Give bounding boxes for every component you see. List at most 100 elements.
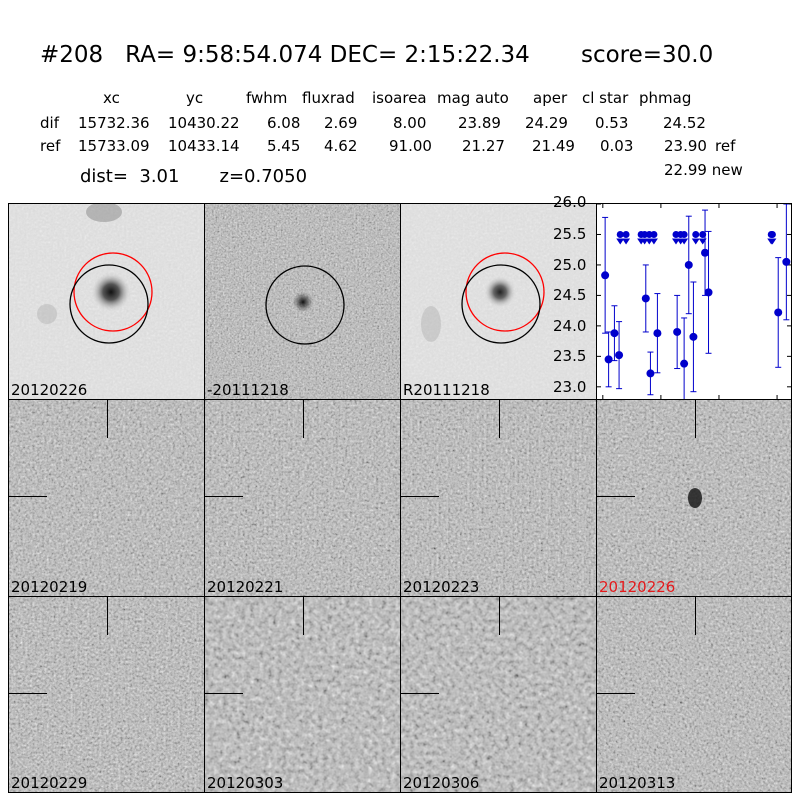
panel-label: 20120221: [207, 578, 284, 596]
stamp-image: [9, 597, 204, 792]
stamp-epoch: 20120306: [400, 596, 597, 793]
stamp-image: [9, 400, 204, 596]
y-tick-label: 24.5: [553, 286, 587, 305]
data-point: [689, 332, 698, 341]
upper-limit-arrow: [768, 238, 777, 245]
cell: 21.27: [462, 137, 505, 155]
light-curve-plot: [596, 203, 792, 400]
y-tick-label: 26.0: [553, 193, 587, 211]
cell: 8.00: [393, 114, 427, 132]
upper-limit-point: [692, 230, 700, 238]
upper-limit-arrow: [691, 238, 700, 245]
circle-red: [73, 252, 153, 332]
col-header-aper: aper: [533, 89, 568, 107]
col-header-yc: yc: [186, 89, 204, 107]
stamp-image: [401, 400, 596, 596]
stamp-image: [205, 204, 400, 399]
col-header-xc: xc: [103, 89, 120, 107]
circle-black: [265, 265, 345, 345]
panel-label: 20120306: [403, 774, 480, 792]
stamp-image: [597, 597, 791, 792]
crosshair-vertical: [499, 597, 500, 635]
crosshair-vertical: [303, 400, 304, 438]
cell: 0.03: [600, 137, 634, 155]
panel-label: 20120223: [403, 578, 480, 596]
crosshair-vertical: [695, 597, 696, 635]
page-title: #208 RA= 9:58:54.074 DEC= 2:15:22.34 sco…: [40, 42, 714, 68]
cell: 5.45: [267, 137, 301, 155]
circle-black: [69, 264, 149, 344]
upper-limit-point: [768, 230, 776, 238]
data-point: [684, 260, 693, 269]
stamp-epoch: 20120303: [204, 596, 401, 793]
crosshair-vertical: [107, 597, 108, 635]
crosshair-horizontal: [401, 496, 439, 497]
upper-limit-arrow: [649, 238, 658, 245]
crosshair-horizontal: [205, 693, 243, 694]
stamp-reference: R20111218: [400, 203, 597, 400]
cell: 2.69: [324, 114, 358, 132]
stamp-image: [205, 597, 400, 792]
cell: 0.53: [595, 114, 629, 132]
cell: 21.49: [532, 137, 575, 155]
data-point: [604, 355, 613, 364]
upper-limit-point: [622, 230, 630, 238]
data-point: [653, 329, 662, 338]
data-point: [641, 294, 650, 303]
panel-label: -20111218: [207, 381, 289, 399]
circle-red: [465, 252, 545, 332]
stamp-epoch: 20120221: [204, 399, 401, 597]
circle-black: [461, 264, 541, 344]
crosshair-horizontal: [205, 496, 243, 497]
cell: 10433.14: [168, 137, 240, 155]
stamp-epoch: 20120313: [596, 596, 792, 793]
data-point: [680, 359, 689, 368]
upper-limit-point: [680, 230, 688, 238]
cell: 4.62: [324, 137, 358, 155]
crosshair-vertical: [695, 400, 696, 438]
cell: 24.52: [663, 114, 706, 132]
col-header-isoarea: isoarea: [372, 89, 427, 107]
y-tick-label: 23.0: [553, 377, 587, 396]
row-label-dif: dif: [40, 114, 59, 132]
data-point: [774, 308, 783, 317]
cell: 10430.22: [168, 114, 240, 132]
panel-label: 20120229: [11, 774, 88, 792]
panel-label: 20120219: [11, 578, 88, 596]
upper-limit-arrow: [616, 238, 625, 245]
panel-label: 20120303: [207, 774, 284, 792]
crosshair-vertical: [499, 400, 500, 438]
stamp-epoch: 20120229: [8, 596, 205, 793]
cell: 91.00: [389, 137, 432, 155]
cell: 6.08: [267, 114, 301, 132]
stamp-image: [9, 204, 204, 399]
crosshair-horizontal: [9, 496, 47, 497]
data-point: [610, 329, 619, 338]
col-header-phmag: phmag: [639, 89, 692, 107]
crosshair-horizontal: [597, 693, 635, 694]
y-tick-label: 23.5: [553, 347, 587, 366]
data-point: [701, 248, 710, 257]
upper-limit-arrow: [698, 238, 707, 245]
stamp-new: 20120226: [8, 203, 205, 400]
panel-label: R20111218: [403, 381, 490, 399]
upper-limit-point: [616, 230, 624, 238]
panel-label: 20120226: [11, 381, 88, 399]
stamp-image: [401, 597, 596, 792]
col-header-cl-star: cl star: [582, 89, 629, 107]
y-tick-label: 24.0: [553, 316, 587, 335]
stamp-epoch: 20120226: [596, 399, 792, 597]
cell: 23.89: [458, 114, 501, 132]
distance-redshift: dist= 3.01 z=0.7050: [80, 166, 308, 187]
new-magnitude: 22.99 new: [664, 161, 743, 179]
stamp-image: [205, 400, 400, 596]
stamp-image: [401, 204, 596, 399]
data-point: [615, 351, 624, 360]
upper-limit-point: [650, 230, 658, 238]
y-tick-label: 25.5: [553, 225, 587, 244]
data-point: [704, 288, 713, 297]
col-header-fluxrad: fluxrad: [302, 89, 355, 107]
crosshair-horizontal: [401, 693, 439, 694]
col-header-mag-auto: mag auto: [437, 89, 509, 107]
data-point: [782, 257, 791, 266]
